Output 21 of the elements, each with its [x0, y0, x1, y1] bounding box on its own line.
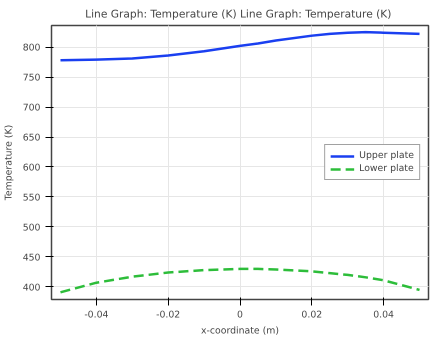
- x-axis-title: x-coordinate (m): [201, 326, 279, 336]
- x-tick-label: 0: [237, 310, 244, 320]
- y-tick-label: 650: [22, 132, 41, 144]
- legend-label: Lower plate: [359, 163, 414, 174]
- x-tick-label: -0.02: [156, 310, 180, 320]
- x-tick-label: 0.02: [301, 310, 322, 320]
- x-tick-label: 0.04: [373, 310, 394, 320]
- line-series: [59, 30, 421, 62]
- y-axis-title: Temperature (K): [4, 124, 15, 202]
- y-tick-label: 400: [22, 282, 41, 294]
- legend-label: Upper plate: [359, 150, 414, 161]
- y-tick-label: 450: [22, 252, 41, 264]
- y-tick-label: 700: [22, 102, 41, 114]
- line-series: [59, 268, 421, 294]
- y-tick-label: 550: [22, 192, 41, 204]
- y-tick-label: 800: [22, 42, 41, 54]
- y-tick-label: 500: [22, 222, 41, 234]
- y-tick-label: 750: [22, 72, 41, 84]
- chart-title: Line Graph: Temperature (K) Line Graph: Temperature (K): [85, 8, 392, 20]
- x-tick-label: -0.04: [84, 310, 109, 320]
- y-tick-label: 600: [22, 162, 41, 174]
